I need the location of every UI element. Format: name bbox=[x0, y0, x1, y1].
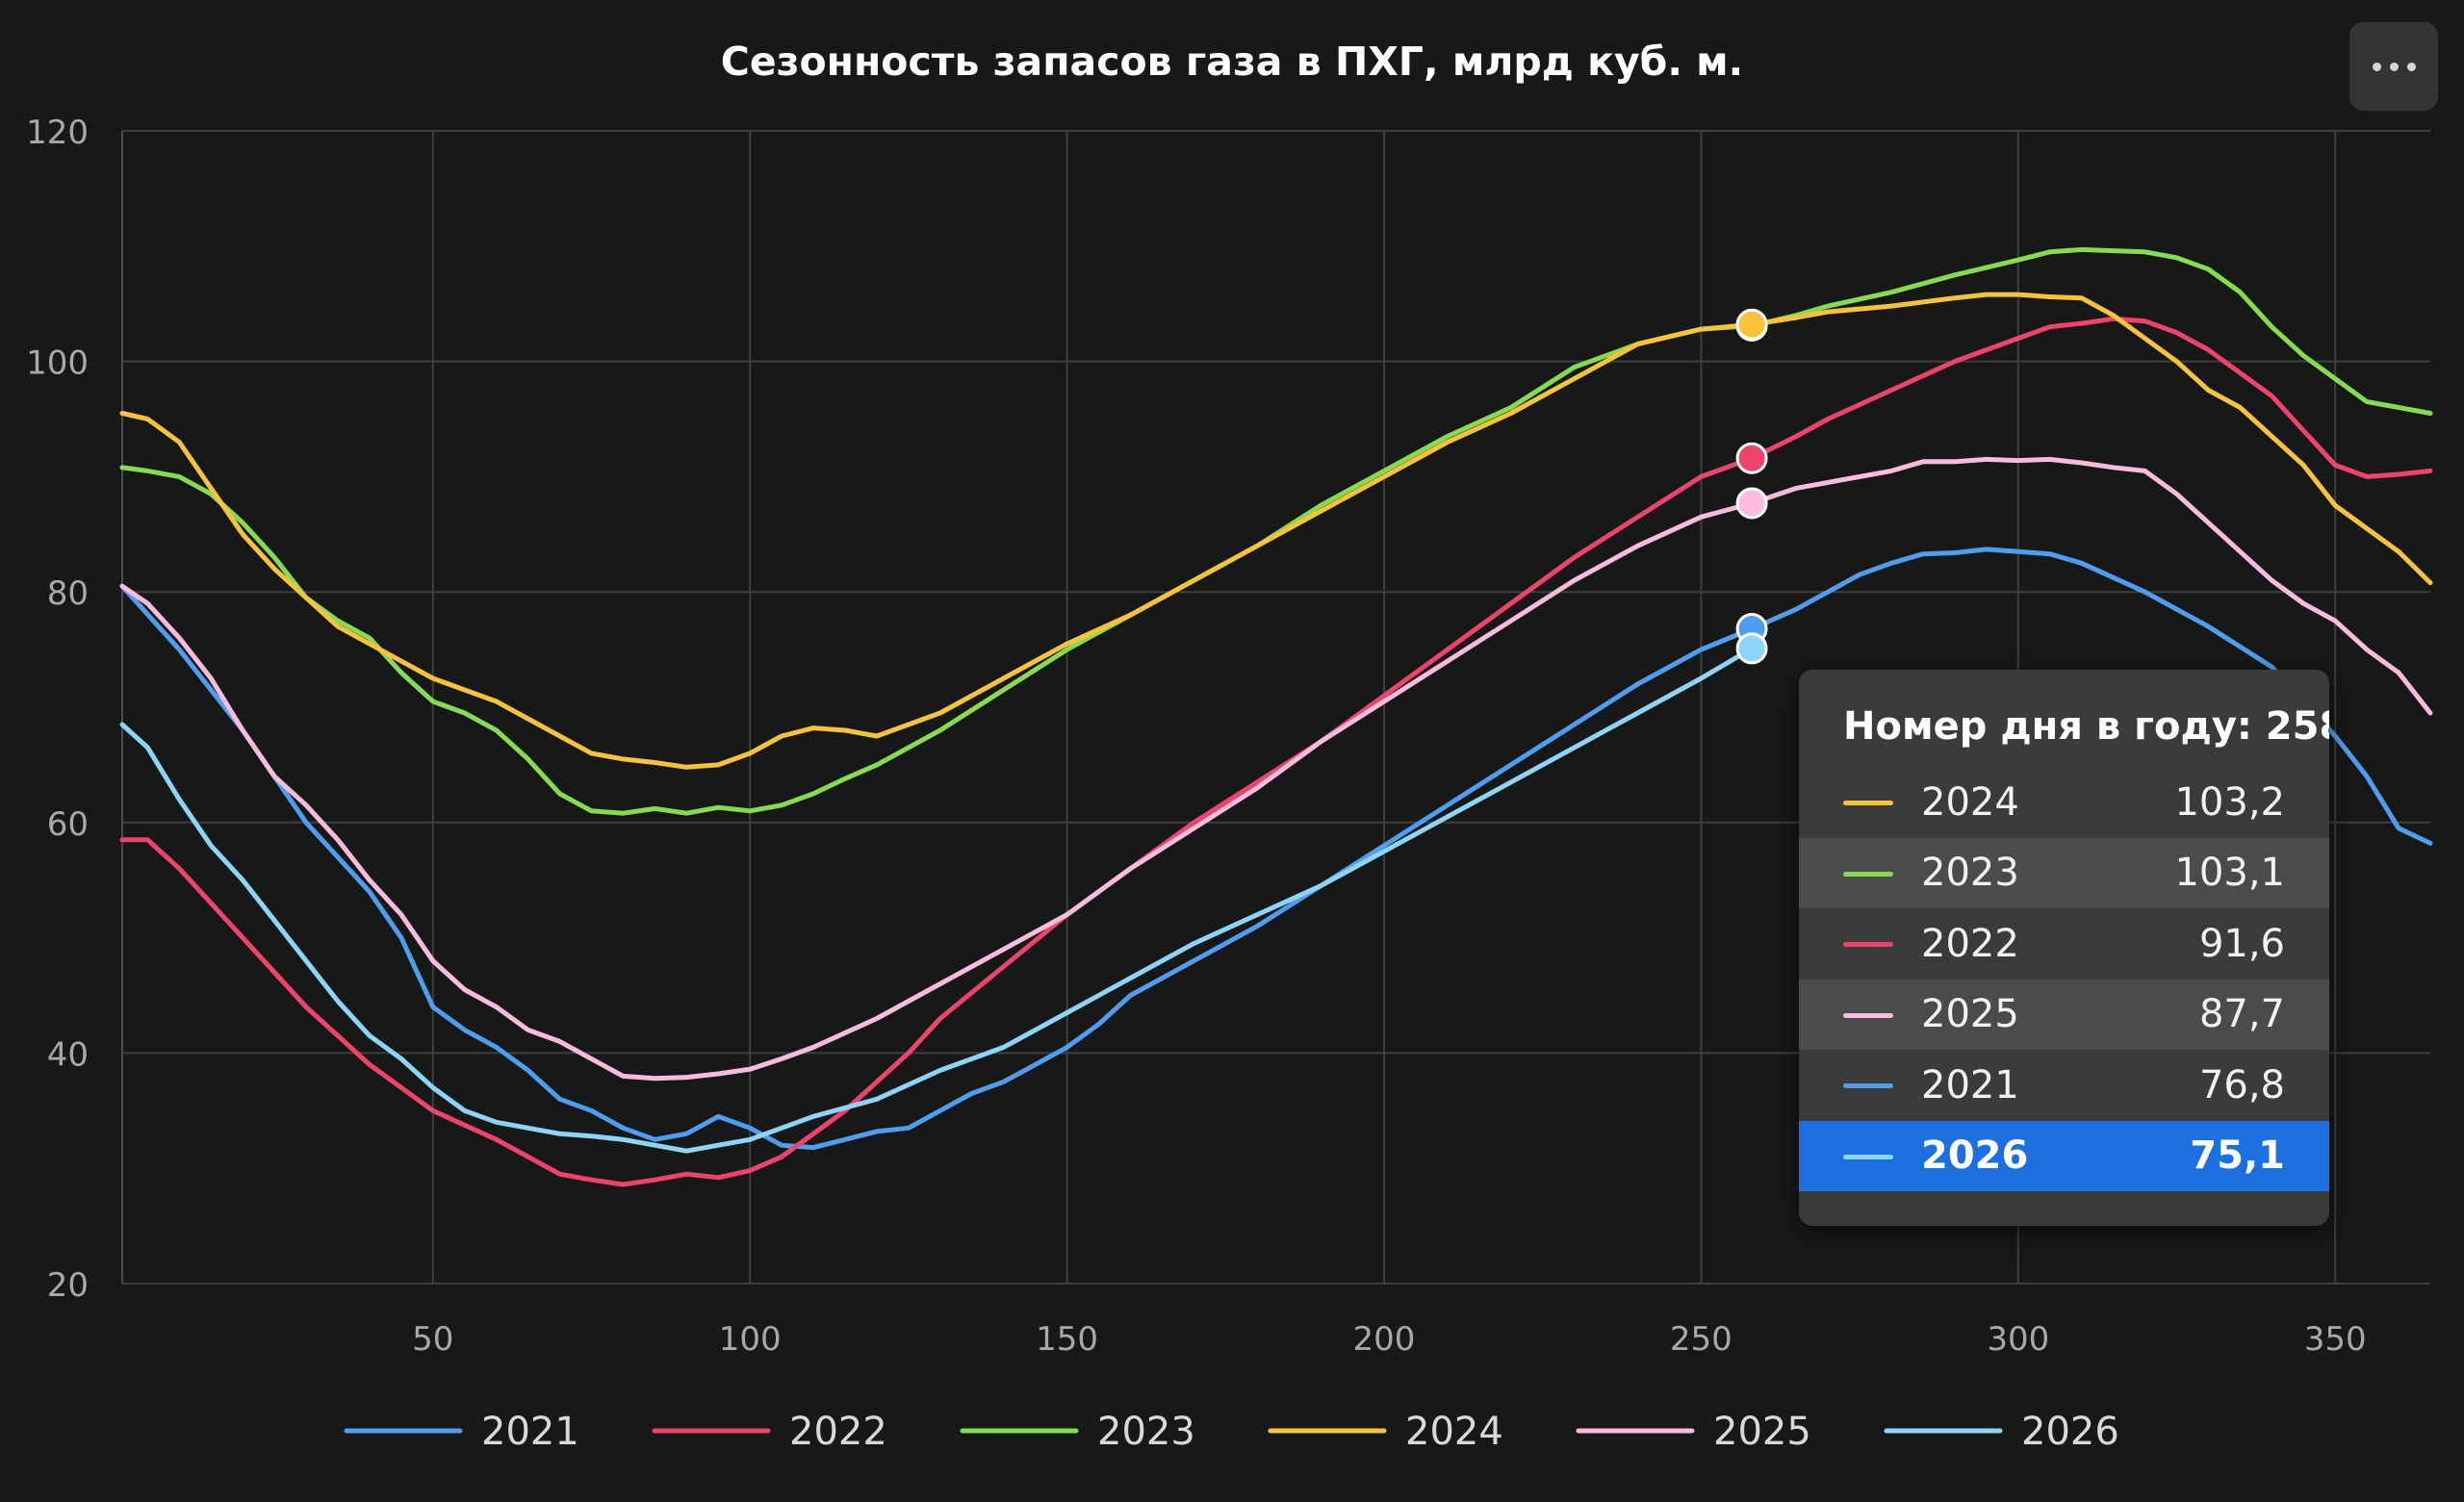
legend-item-2024[interactable]: 2024 bbox=[1268, 1410, 1503, 1454]
tooltip-swatch bbox=[1843, 871, 1893, 877]
legend-item-2025[interactable]: 2025 bbox=[1576, 1410, 1811, 1454]
legend-label: 2021 bbox=[481, 1410, 579, 1454]
tooltip-value: 76,8 bbox=[2198, 1062, 2285, 1107]
legend-label: 2025 bbox=[1713, 1410, 1811, 1454]
tooltip-swatch bbox=[1843, 1154, 1893, 1159]
tooltip-swatch bbox=[1843, 1083, 1893, 1088]
tooltip-row-2021: 2021 76,8 bbox=[1799, 1050, 2329, 1121]
y-tick-label: 120 bbox=[26, 114, 89, 152]
legend-item-2026[interactable]: 2026 bbox=[1884, 1410, 2119, 1454]
more-dots-icon bbox=[2406, 62, 2416, 71]
tooltip-value: 103,2 bbox=[2174, 779, 2285, 825]
hover-markers bbox=[1735, 308, 1768, 665]
legend-label: 2023 bbox=[1097, 1410, 1195, 1454]
tooltip-swatch bbox=[1843, 1012, 1893, 1018]
tooltip-year: 2021 bbox=[1921, 1062, 2019, 1107]
x-tick-label: 350 bbox=[2304, 1320, 2367, 1359]
series-line-2024[interactable] bbox=[119, 292, 2433, 770]
legend-item-2023[interactable]: 2023 bbox=[960, 1410, 1195, 1454]
tooltip-value: 103,1 bbox=[2174, 851, 2285, 896]
hover-tooltip: Номер дня в году: 258 2024 103,2 2023 103,1… bbox=[1799, 670, 2329, 1226]
tooltip-year: 2023 bbox=[1921, 851, 2019, 896]
tooltip-value: 87,7 bbox=[2198, 992, 2285, 1037]
tooltip-title: Номер дня в году: 258 bbox=[1843, 704, 2329, 749]
chart-title: Сезонность запасов газа в ПХГ, млрд куб.… bbox=[721, 38, 1744, 85]
tooltip-row-2026: 2026 75,1 bbox=[1799, 1120, 2329, 1191]
legend-label: 2022 bbox=[789, 1410, 887, 1454]
legend-item-2022[interactable]: 2022 bbox=[652, 1410, 887, 1454]
x-tick-label: 300 bbox=[1987, 1320, 2049, 1359]
tooltip-value: 75,1 bbox=[2190, 1133, 2285, 1179]
tooltip-swatch bbox=[1843, 801, 1893, 805]
series-line-2022[interactable] bbox=[119, 316, 2433, 1187]
axes: 20 40 60 80 100 120 50 100 150 200 250 300 350 bbox=[26, 114, 2367, 1359]
more-dots-icon bbox=[2389, 62, 2399, 71]
series-line-2026[interactable] bbox=[119, 646, 1755, 1154]
x-tick-label: 150 bbox=[1036, 1320, 1098, 1359]
series-line-2021[interactable] bbox=[119, 547, 2433, 1151]
x-tick-label: 100 bbox=[719, 1320, 782, 1359]
tooltip-swatch bbox=[1843, 942, 1893, 947]
tooltip-value: 91,6 bbox=[2198, 921, 2285, 966]
y-tick-label: 100 bbox=[26, 344, 89, 383]
legend-label: 2024 bbox=[1405, 1410, 1503, 1454]
tooltip-year: 2025 bbox=[1921, 992, 2019, 1037]
tooltip-year: 2024 bbox=[1921, 779, 2019, 825]
grid bbox=[122, 130, 2430, 1285]
tooltip-row-2025: 2025 87,7 bbox=[1799, 979, 2329, 1050]
y-tick-label: 60 bbox=[47, 805, 89, 844]
series-line-2025[interactable] bbox=[119, 456, 2433, 1082]
hover-marker-2026 bbox=[1735, 632, 1768, 665]
y-tick-label: 80 bbox=[47, 574, 89, 613]
more-dots-icon bbox=[2372, 62, 2381, 71]
x-tick-label: 200 bbox=[1353, 1320, 1416, 1359]
hover-marker-2022 bbox=[1735, 442, 1768, 474]
x-tick-label: 50 bbox=[412, 1320, 453, 1359]
legend: 2021 2022 2023 2024 2025 2026 bbox=[344, 1410, 2119, 1454]
tooltip-rows: 2024 103,2 2023 103,1 2022 91,6 2025 87,7 2021 76… bbox=[1799, 767, 2329, 1191]
series-lines bbox=[119, 246, 2433, 1187]
hover-marker-2024 bbox=[1735, 308, 1768, 341]
tooltip-row-2023: 2023 103,1 bbox=[1799, 837, 2329, 908]
tooltip-row-2024: 2024 103,2 bbox=[1799, 767, 2329, 838]
more-menu-button[interactable] bbox=[2349, 22, 2438, 111]
x-tick-label: 250 bbox=[1670, 1320, 1732, 1359]
tooltip-year: 2026 bbox=[1921, 1133, 2029, 1179]
legend-label: 2026 bbox=[2021, 1410, 2119, 1454]
tooltip-year: 2022 bbox=[1921, 921, 2019, 966]
tooltip-row-2022: 2022 91,6 bbox=[1799, 908, 2329, 980]
legend-item-2021[interactable]: 2021 bbox=[344, 1410, 579, 1454]
y-tick-label: 20 bbox=[47, 1266, 89, 1305]
hover-marker-2025 bbox=[1735, 487, 1768, 520]
y-tick-label: 40 bbox=[47, 1035, 89, 1074]
